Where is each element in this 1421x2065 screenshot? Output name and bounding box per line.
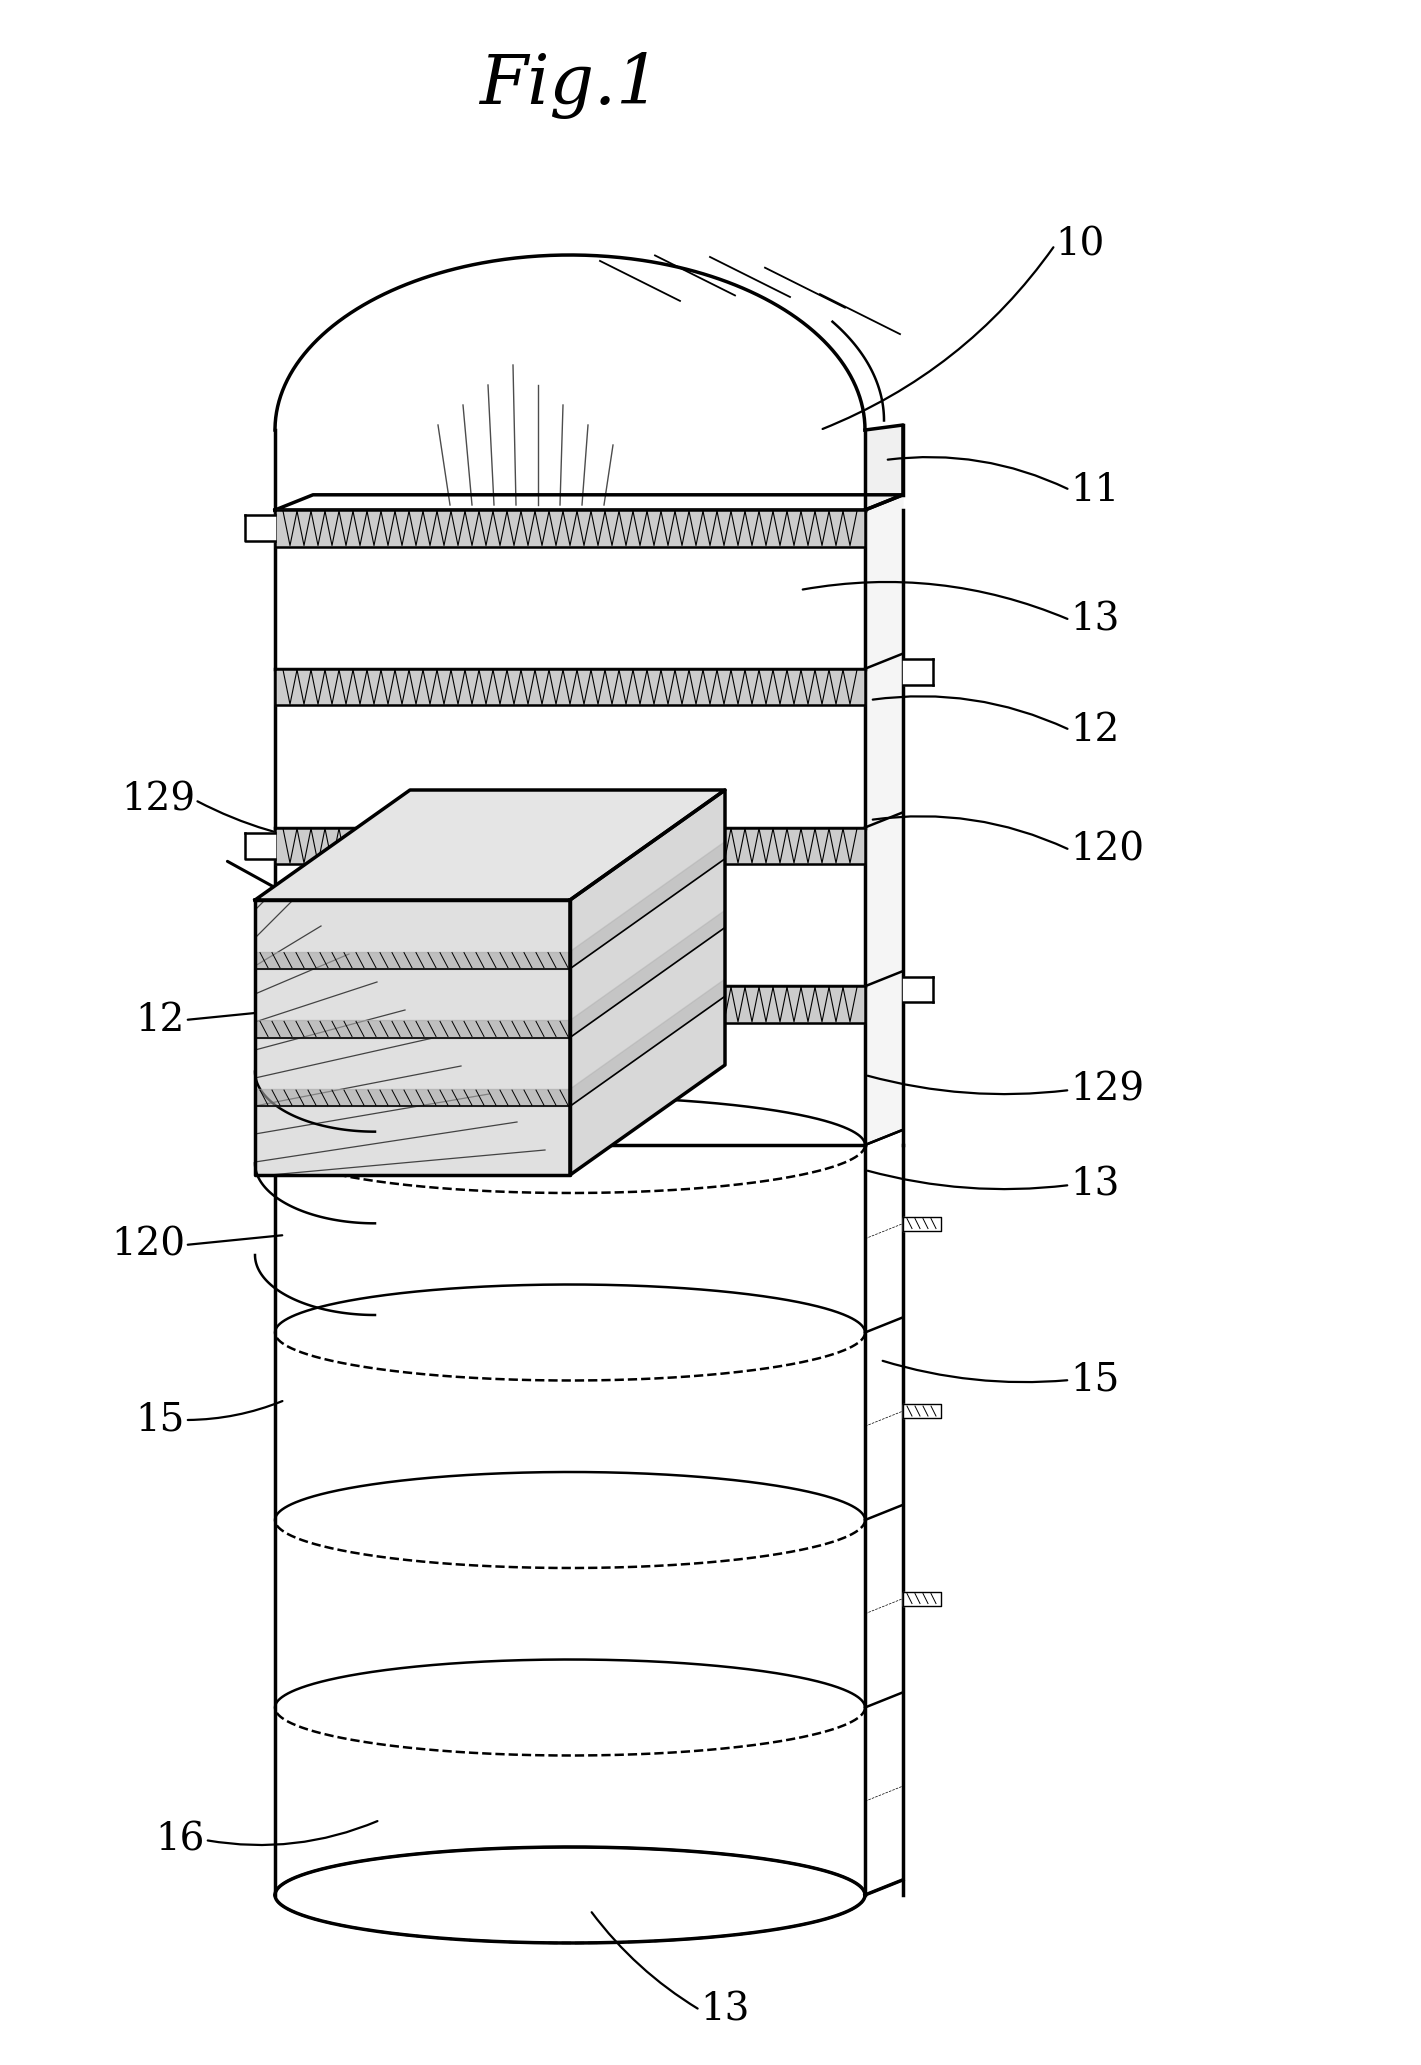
- Text: 12: 12: [135, 1002, 185, 1039]
- Text: 13: 13: [1070, 601, 1120, 638]
- Polygon shape: [276, 496, 902, 510]
- Text: 12: 12: [1070, 712, 1120, 748]
- Polygon shape: [244, 832, 276, 859]
- Text: 15: 15: [135, 1402, 185, 1439]
- Polygon shape: [902, 1216, 941, 1231]
- Text: 120: 120: [111, 1227, 185, 1264]
- Text: 13: 13: [1070, 1167, 1120, 1204]
- Text: 10: 10: [1054, 227, 1104, 264]
- Polygon shape: [902, 1404, 941, 1419]
- Polygon shape: [865, 496, 902, 1144]
- Polygon shape: [276, 828, 865, 863]
- Text: 15: 15: [1070, 1361, 1120, 1398]
- Polygon shape: [865, 425, 902, 510]
- Polygon shape: [244, 516, 276, 541]
- Polygon shape: [570, 911, 725, 1037]
- Text: 13: 13: [701, 1991, 749, 2028]
- Text: 129: 129: [1070, 1072, 1144, 1109]
- Polygon shape: [254, 1088, 570, 1107]
- Polygon shape: [254, 952, 570, 968]
- Polygon shape: [570, 979, 725, 1107]
- Polygon shape: [254, 1020, 570, 1037]
- Text: 16: 16: [156, 1821, 205, 1858]
- Text: Fig.1: Fig.1: [479, 52, 661, 118]
- Polygon shape: [276, 510, 865, 547]
- Polygon shape: [902, 1592, 941, 1607]
- Text: 11: 11: [1070, 471, 1120, 508]
- Polygon shape: [276, 987, 865, 1022]
- Polygon shape: [570, 843, 725, 968]
- Polygon shape: [902, 977, 934, 1002]
- Text: 120: 120: [1070, 832, 1144, 869]
- Polygon shape: [276, 669, 865, 706]
- Polygon shape: [254, 791, 725, 900]
- Text: 129: 129: [121, 781, 195, 818]
- Polygon shape: [254, 900, 570, 1175]
- Polygon shape: [570, 791, 725, 1175]
- Polygon shape: [902, 659, 934, 686]
